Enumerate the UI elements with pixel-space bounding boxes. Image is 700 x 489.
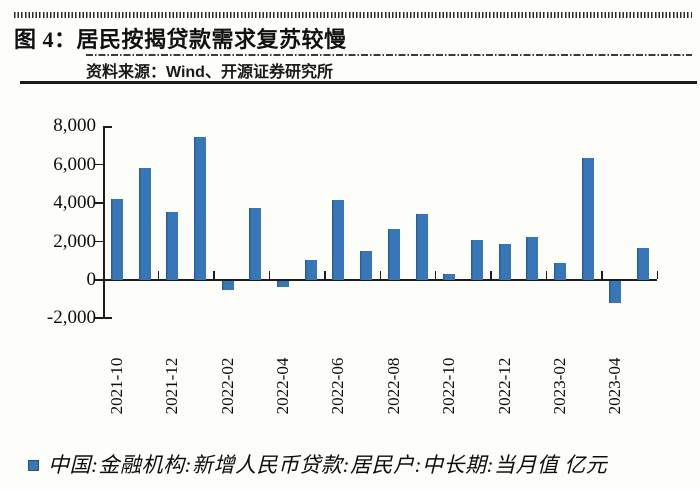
y-axis-tick bbox=[95, 317, 103, 319]
bar bbox=[360, 251, 373, 280]
x-axis-tick bbox=[157, 271, 160, 279]
bar bbox=[221, 281, 234, 290]
y-axis-tick-label: 2,000 bbox=[53, 230, 96, 252]
x-axis-tick-label: 2022-02 bbox=[217, 357, 237, 415]
bar bbox=[609, 281, 622, 304]
bar bbox=[110, 198, 123, 280]
bar bbox=[249, 208, 262, 280]
bar bbox=[332, 199, 345, 280]
x-axis-tick bbox=[213, 271, 215, 279]
y-axis-line bbox=[103, 126, 105, 319]
top-dotted-rule bbox=[14, 12, 692, 18]
bar bbox=[637, 247, 650, 280]
title-underline-rule bbox=[86, 54, 692, 56]
legend-label: 中国:金融机构:新增人民币贷款:居民户:中长期:当月值 亿元 bbox=[48, 453, 608, 477]
y-axis-tick-label: -2,000 bbox=[46, 307, 96, 329]
y-axis-tick-label: 0 bbox=[86, 269, 97, 290]
x-axis-tick bbox=[434, 271, 437, 279]
x-axis-tick bbox=[379, 271, 382, 279]
y-axis-tick-label: 8,000 bbox=[53, 115, 96, 137]
x-axis-tick bbox=[324, 271, 326, 279]
bar bbox=[193, 137, 206, 280]
y-axis-tick bbox=[95, 240, 103, 243]
bar bbox=[443, 273, 456, 280]
x-axis-tick-label: 2023-02 bbox=[550, 357, 570, 415]
bar bbox=[304, 259, 317, 280]
figure-source: 资料来源：Wind、开源证券研究所 bbox=[86, 64, 333, 81]
bar bbox=[138, 168, 151, 280]
x-axis-tick bbox=[656, 271, 659, 279]
x-axis-tick-label: 2021-12 bbox=[162, 357, 182, 415]
y-axis-tick-label: 4,000 bbox=[53, 192, 96, 214]
figure-title: 图 4：居民按揭贷款需求复苏较慢 bbox=[14, 27, 347, 52]
x-axis-tick bbox=[102, 271, 105, 279]
bar bbox=[526, 237, 539, 280]
bar bbox=[470, 239, 483, 280]
bar bbox=[554, 263, 567, 280]
x-axis-tick bbox=[545, 271, 548, 279]
y-axis-bottom-cap bbox=[103, 317, 112, 319]
y-axis-tick bbox=[95, 279, 103, 281]
y-axis-tick bbox=[95, 202, 103, 204]
x-axis-tick-label: 2022-04 bbox=[273, 357, 293, 415]
bar bbox=[166, 211, 179, 280]
legend-color-swatch bbox=[28, 459, 39, 471]
bar bbox=[387, 228, 400, 280]
y-axis-tick bbox=[95, 163, 103, 166]
x-axis-tick bbox=[601, 271, 603, 279]
y-axis-tick-label: 6,000 bbox=[53, 153, 96, 175]
bar bbox=[415, 213, 428, 280]
chart-legend: 中国:金融机构:新增人民币贷款:居民户:中长期:当月值 亿元 bbox=[28, 450, 696, 478]
x-axis-tick-label: 2022-06 bbox=[328, 357, 348, 415]
bar bbox=[498, 244, 511, 280]
x-axis-tick-label: 2022-08 bbox=[383, 357, 403, 415]
header-bottom-rule bbox=[20, 81, 697, 84]
x-axis-tick-label: 2023-04 bbox=[605, 357, 625, 415]
x-axis-line bbox=[103, 279, 657, 281]
bar bbox=[277, 281, 290, 287]
x-axis-tick-label: 2022-10 bbox=[439, 357, 459, 415]
x-axis-tick-label: 2022-12 bbox=[494, 357, 514, 415]
x-axis-tick bbox=[490, 271, 492, 279]
y-axis-top-cap bbox=[103, 126, 112, 128]
bar bbox=[581, 158, 594, 280]
x-axis-tick bbox=[268, 271, 271, 279]
x-axis-tick-label: 2021-10 bbox=[106, 357, 126, 415]
